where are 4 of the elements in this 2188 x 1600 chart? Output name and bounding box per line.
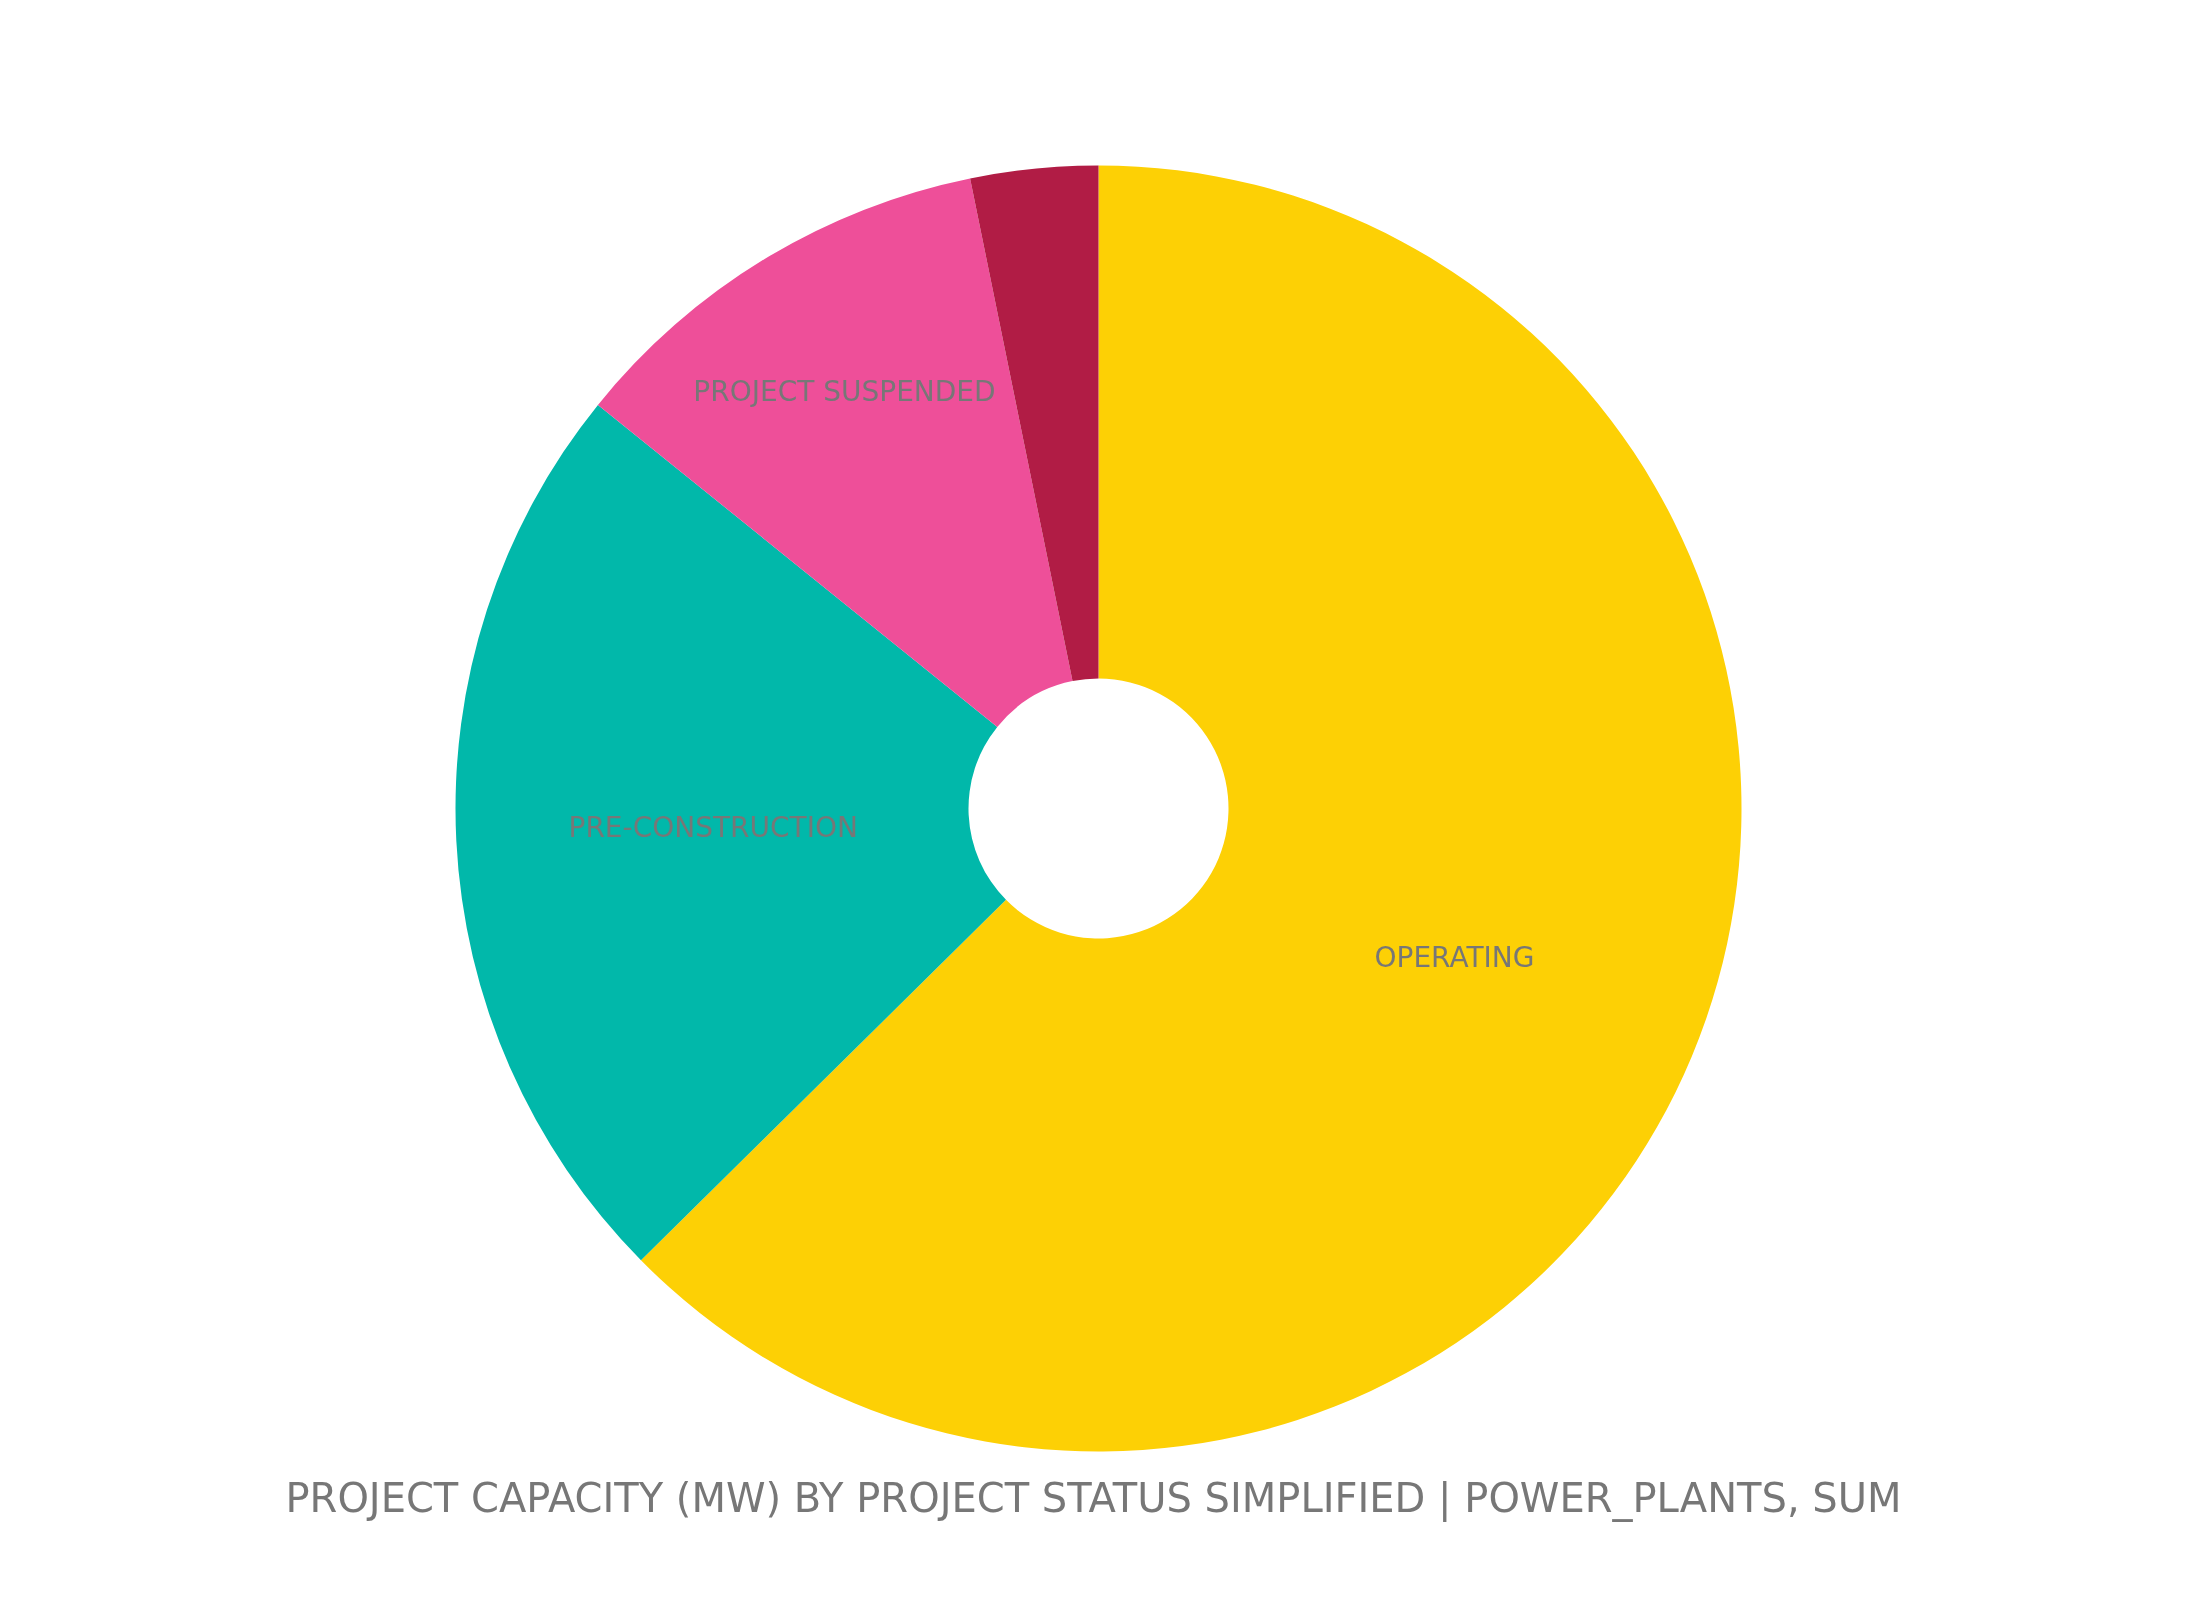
text: PROJECT CAPACITY (MW) BY PROJECT STATUS SIMPLIFIED | POWER_PLANTS, SUM bbox=[285, 1474, 1902, 1522]
slice-label: PRE-CONSTRUCTION bbox=[568, 811, 858, 845]
slice-label: OPERATING bbox=[1374, 940, 1535, 974]
slice-label: PROJECT SUSPENDED bbox=[693, 374, 996, 408]
